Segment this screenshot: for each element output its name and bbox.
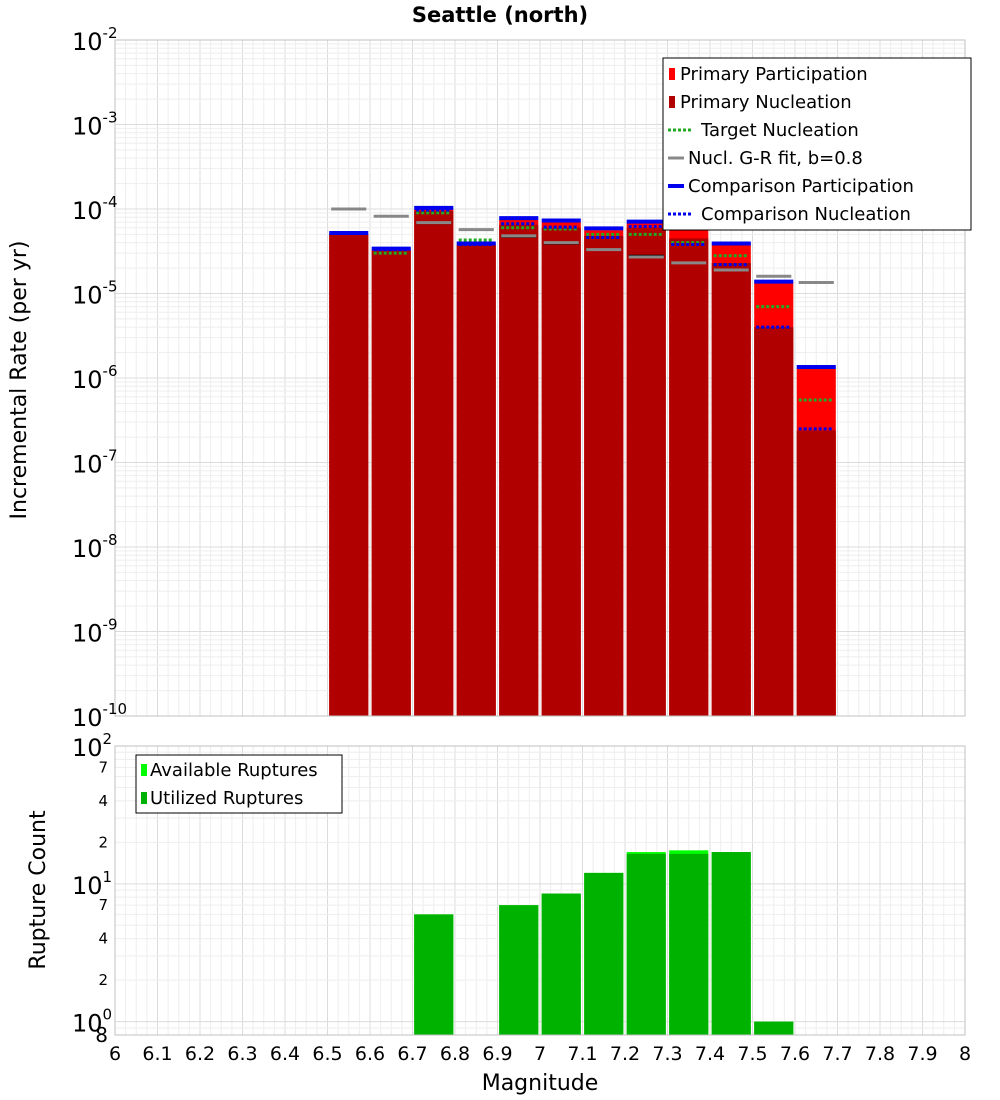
x-tick-label: 8 xyxy=(959,1043,971,1065)
legend-label: Primary Nucleation xyxy=(680,92,852,113)
incremental-rate-chart: 10-10 10-9 10-8 10-7 10-6 10-5 10-4 10-3 10-2 Pri… xyxy=(72,24,972,732)
rupture-count-chart: 100 101 102 8 2 4 7 2 4 7 6 6.1 6.2 6.3 6.4 6.5 6.6 6.7 6.… xyxy=(72,730,971,1065)
utilized-bar xyxy=(584,872,624,1035)
x-tick-label: 6.2 xyxy=(185,1043,215,1065)
nucleation-bar xyxy=(796,430,836,716)
legend-swatch xyxy=(669,96,675,108)
nucleation-bar xyxy=(329,234,369,717)
x-tick-label: 6.9 xyxy=(482,1043,512,1065)
x-tick-label: 6.3 xyxy=(227,1043,257,1065)
nucleation-bar xyxy=(669,238,709,717)
nucleation-bar xyxy=(456,245,496,717)
x-tick-label: 6.6 xyxy=(355,1043,385,1065)
y-tick-label: 10-6 xyxy=(72,362,118,394)
x-tick-label: 7.6 xyxy=(780,1043,810,1065)
x-tick-label: 6.5 xyxy=(312,1043,342,1065)
y-tick-label: 100 xyxy=(72,1006,112,1038)
y-tick-label: 10-9 xyxy=(72,616,118,648)
x-tick-label: 7.8 xyxy=(865,1043,895,1065)
y-tick-label: 102 xyxy=(72,730,112,762)
legend-label: Target Nucleation xyxy=(700,120,859,141)
utilized-bar xyxy=(711,852,751,1035)
legend-label: Primary Participation xyxy=(680,64,868,85)
nucleation-bar xyxy=(711,262,751,716)
x-tick-label: 7.1 xyxy=(567,1043,597,1065)
y-tick-label: 10-5 xyxy=(72,278,118,310)
y-tick-label: 10-10 xyxy=(72,700,127,732)
plot-border xyxy=(114,39,966,717)
legend-swatch xyxy=(141,764,147,776)
nucleation-bar xyxy=(541,227,581,716)
y-tick-label: 101 xyxy=(72,868,112,900)
legend-swatch xyxy=(141,792,147,804)
x-tick-label: 7.2 xyxy=(610,1043,640,1065)
y-tick-label: 10-4 xyxy=(72,193,118,225)
x-tick-label: 7.3 xyxy=(652,1043,682,1065)
nucleation-bar xyxy=(754,327,794,716)
x-tick-label: 7.5 xyxy=(737,1043,767,1065)
legend-box xyxy=(135,754,343,814)
y-tick-label: 10-2 xyxy=(72,24,118,56)
y-axis-label-count: Rupture Count xyxy=(26,810,51,970)
x-tick-label: 7.4 xyxy=(695,1043,725,1065)
utilized-bar xyxy=(669,853,709,1035)
y-tick-label: 10-3 xyxy=(72,109,118,141)
legend-label: Comparison Participation xyxy=(688,176,914,197)
x-tick-label: 6.4 xyxy=(270,1043,300,1065)
nucleation-bar xyxy=(371,250,411,716)
y-minor-tick-label: 7 xyxy=(98,758,108,776)
y-axis-label-rate: Incremental Rate (per yr) xyxy=(7,241,32,520)
legend-label: Utilized Ruptures xyxy=(150,788,303,809)
y-minor-tick-label: 7 xyxy=(98,896,108,914)
x-tick-label: 7 xyxy=(534,1043,546,1065)
legend-label: Available Ruptures xyxy=(150,760,318,781)
y-minor-tick-label: 2 xyxy=(98,971,108,989)
nucleation-bar xyxy=(414,210,454,716)
nucleation-bar xyxy=(626,227,666,716)
nucleation-bar xyxy=(584,235,624,716)
y-tick-label: 10-7 xyxy=(72,447,118,479)
legend-label: Nucl. G-R fit, b=0.8 xyxy=(688,148,863,169)
y-minor-tick-label: 8 xyxy=(95,1023,108,1047)
chart-title: Seattle (north) xyxy=(411,3,589,27)
utilized-bar xyxy=(499,905,539,1035)
plot-border xyxy=(114,745,966,1036)
utilized-bar xyxy=(414,914,454,1035)
y-tick-label: 10-8 xyxy=(72,531,118,563)
x-tick-label: 6.8 xyxy=(440,1043,470,1065)
legend-swatch xyxy=(669,68,675,80)
utilized-bar xyxy=(754,1021,794,1035)
y-minor-tick-label: 4 xyxy=(98,930,108,948)
legend-box xyxy=(662,57,972,231)
y-minor-tick-label: 4 xyxy=(98,792,108,810)
x-tick-label: 6.7 xyxy=(397,1043,427,1065)
x-tick-label: 7.9 xyxy=(907,1043,937,1065)
x-tick-label: 6.1 xyxy=(142,1043,172,1065)
x-tick-label: 6 xyxy=(109,1043,121,1065)
utilized-bar xyxy=(541,893,581,1035)
x-axis-label: Magnitude xyxy=(482,1071,599,1096)
nucleation-bar xyxy=(499,224,539,716)
legend-label: Comparison Nucleation xyxy=(701,204,911,225)
y-minor-tick-label: 2 xyxy=(98,833,108,851)
x-tick-label: 7.7 xyxy=(822,1043,852,1065)
utilized-bar xyxy=(626,853,666,1035)
